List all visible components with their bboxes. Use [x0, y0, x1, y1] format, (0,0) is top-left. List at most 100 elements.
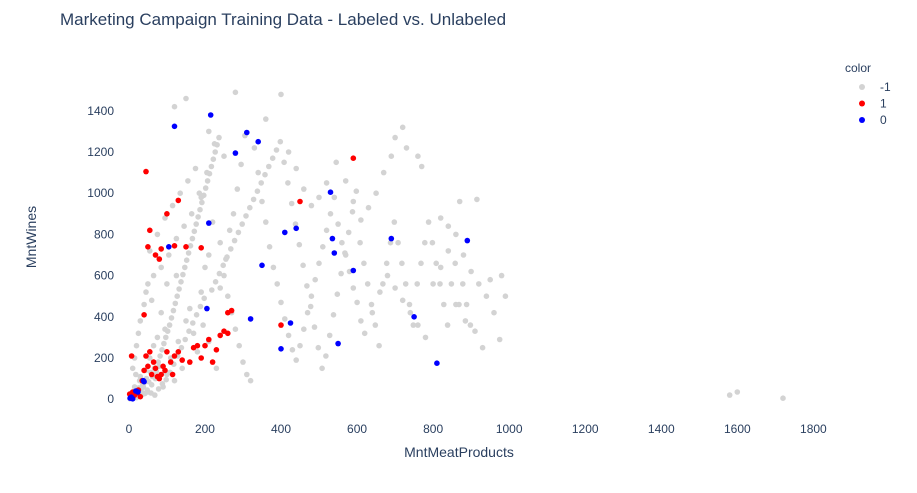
data-point	[395, 239, 401, 246]
data-point	[197, 303, 204, 310]
data-point	[301, 326, 307, 333]
data-point	[155, 359, 161, 365]
data-point	[156, 256, 163, 262]
legend-marker	[859, 84, 865, 90]
data-point	[202, 185, 209, 191]
data-point	[163, 376, 169, 383]
data-point	[141, 301, 147, 308]
data-point	[174, 293, 180, 300]
series--1	[127, 89, 786, 402]
data-point	[145, 281, 151, 287]
data-point	[133, 342, 140, 349]
data-point	[342, 178, 349, 184]
data-point	[266, 244, 273, 250]
data-point	[418, 163, 425, 170]
data-point	[183, 244, 189, 250]
legend: color -1 1 0	[845, 61, 891, 127]
data-point	[201, 192, 207, 199]
data-point	[402, 281, 409, 287]
series-0	[127, 112, 471, 402]
data-point	[208, 163, 215, 170]
data-point	[304, 283, 310, 289]
data-point	[206, 170, 213, 177]
data-point	[204, 178, 211, 184]
data-point	[383, 260, 390, 267]
data-point	[217, 332, 223, 339]
data-point	[214, 142, 220, 148]
data-point	[349, 209, 356, 215]
data-point	[308, 202, 315, 209]
data-point	[129, 396, 136, 402]
data-point	[308, 293, 315, 300]
y-tick-label: 0	[107, 392, 114, 406]
data-point	[464, 237, 471, 244]
data-point	[452, 260, 459, 267]
data-point	[277, 138, 284, 145]
data-point	[358, 318, 364, 324]
data-point	[319, 365, 325, 372]
data-point	[377, 289, 383, 295]
data-point	[472, 328, 478, 335]
data-point	[460, 252, 467, 258]
data-point	[388, 153, 395, 159]
data-point	[159, 381, 166, 387]
data-point	[414, 281, 421, 287]
data-point	[445, 248, 452, 254]
data-point	[463, 301, 470, 308]
data-point	[445, 223, 452, 229]
data-point	[269, 155, 276, 161]
data-point	[456, 198, 463, 205]
data-point	[373, 190, 379, 196]
data-point	[221, 272, 227, 279]
data-point	[162, 215, 168, 221]
data-point	[158, 371, 164, 378]
data-point	[726, 392, 733, 398]
data-point	[145, 363, 151, 370]
data-point	[372, 322, 379, 328]
data-point	[353, 188, 360, 194]
data-point	[143, 168, 149, 175]
data-point	[369, 309, 376, 316]
data-point	[206, 336, 212, 343]
y-tick-label: 1400	[87, 104, 114, 118]
data-point	[195, 214, 201, 220]
data-point	[206, 128, 212, 135]
data-point	[194, 342, 201, 349]
data-point	[135, 389, 141, 395]
data-point	[429, 239, 436, 246]
data-point	[365, 204, 372, 211]
data-point	[175, 197, 182, 204]
data-point	[380, 281, 386, 287]
data-point	[270, 264, 277, 271]
data-point	[361, 260, 367, 267]
data-point	[263, 116, 269, 122]
data-point	[498, 272, 505, 279]
y-tick-label: 1200	[87, 145, 114, 159]
data-point	[212, 279, 219, 285]
data-point	[430, 281, 436, 287]
data-point	[198, 355, 204, 361]
data-point	[181, 223, 187, 229]
data-point	[188, 211, 195, 217]
data-point	[312, 276, 319, 283]
data-point	[327, 189, 334, 195]
data-point	[392, 285, 398, 291]
data-point	[437, 215, 444, 221]
data-point	[204, 305, 210, 312]
data-point	[282, 229, 288, 236]
data-point	[171, 123, 178, 130]
data-point	[316, 194, 322, 201]
data-point	[185, 250, 192, 256]
data-point	[338, 270, 344, 277]
data-point	[285, 180, 291, 186]
data-point	[288, 200, 295, 207]
data-point	[388, 235, 395, 242]
data-point	[193, 312, 200, 318]
data-point	[166, 322, 173, 328]
data-point	[254, 188, 261, 194]
data-point	[171, 103, 178, 110]
data-point	[164, 281, 170, 287]
data-point	[169, 371, 176, 378]
data-point	[158, 246, 164, 252]
data-point	[217, 285, 223, 291]
